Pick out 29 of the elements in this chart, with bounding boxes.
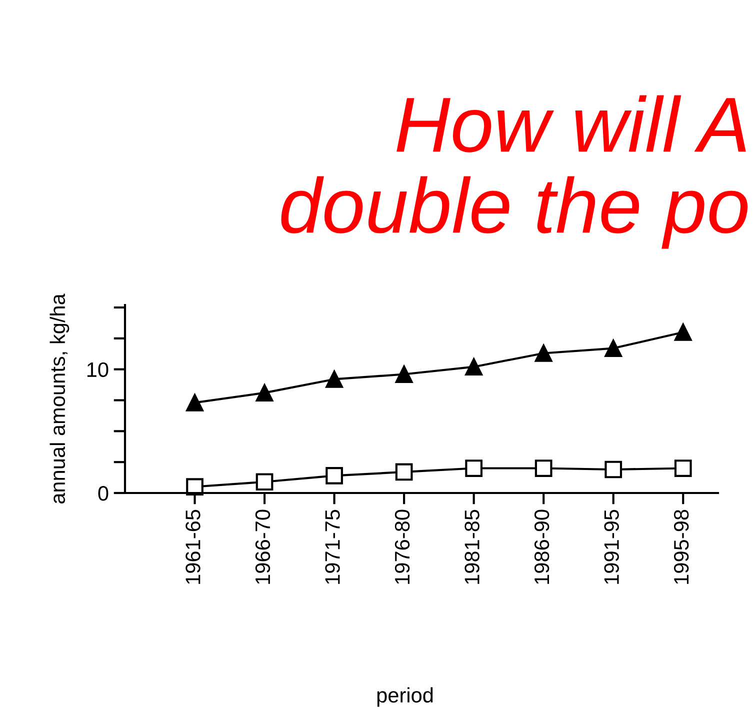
point bbox=[326, 467, 343, 484]
point bbox=[186, 478, 204, 496]
y-axis-title: annual amounts, kg/ha bbox=[50, 294, 70, 504]
x-tick-label: 1961-65 bbox=[186, 510, 200, 584]
point bbox=[534, 344, 552, 362]
y-tick-label: 0 bbox=[98, 486, 108, 501]
point bbox=[256, 384, 274, 402]
y-tick-label: 10 bbox=[87, 362, 108, 378]
x-tick-label: 1986-90 bbox=[534, 510, 550, 584]
x-tick-label: 1991-95 bbox=[604, 510, 619, 584]
x-tick-label: 1971-75 bbox=[325, 510, 340, 584]
x-tick-label: 1981-85 bbox=[464, 510, 480, 584]
point bbox=[186, 394, 204, 412]
x-tick-label: 1976-80 bbox=[394, 510, 410, 584]
point bbox=[674, 460, 692, 477]
point bbox=[395, 463, 413, 481]
point bbox=[674, 324, 692, 341]
point bbox=[604, 340, 622, 357]
point bbox=[465, 460, 483, 477]
point bbox=[395, 366, 413, 383]
chart-title: How will A double the po bbox=[281, 95, 748, 249]
x-tick-label: 1995-98 bbox=[674, 510, 689, 584]
point bbox=[534, 460, 552, 477]
point bbox=[465, 358, 483, 376]
x-axis-title: period bbox=[377, 687, 433, 707]
point bbox=[604, 460, 622, 478]
point bbox=[326, 370, 343, 388]
x-tick-label: 1966-70 bbox=[255, 510, 270, 584]
point bbox=[256, 473, 274, 491]
